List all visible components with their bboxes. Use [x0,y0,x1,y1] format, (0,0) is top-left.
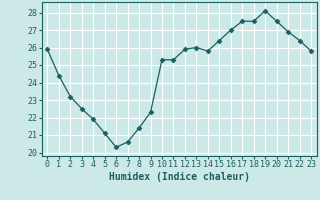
X-axis label: Humidex (Indice chaleur): Humidex (Indice chaleur) [109,172,250,182]
